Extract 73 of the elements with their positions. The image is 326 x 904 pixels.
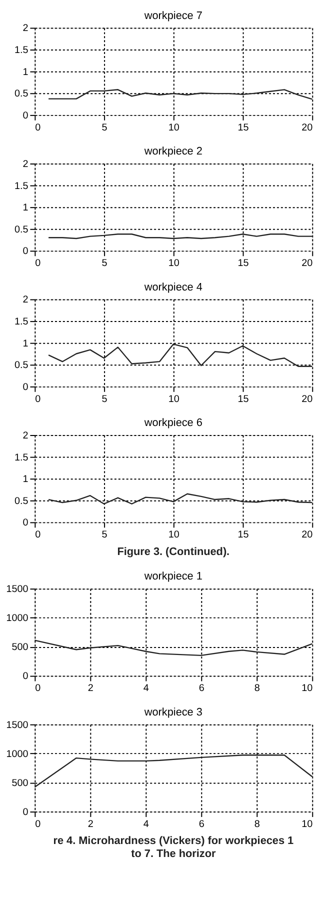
x-tick-label: 20 (302, 258, 314, 270)
chart-title: workpiece 6 (143, 417, 202, 430)
line-series (48, 344, 313, 367)
x-tick-label: 20 (302, 394, 314, 405)
chart-title: workpiece 7 (143, 10, 202, 22)
y-tick-label: 0 (22, 110, 29, 122)
x-tick-label: 0 (35, 530, 42, 541)
y-tick-label: 0 (22, 518, 29, 529)
x-tick-label: 15 (238, 394, 250, 405)
x-tick-label: 6 (198, 683, 205, 694)
x-tick-label: 6 (198, 818, 205, 830)
x-tick-label: 10 (168, 394, 180, 405)
line-series (48, 493, 313, 504)
x-tick-label: 5 (102, 394, 108, 405)
x-tick-label: 20 (302, 122, 314, 134)
y-tick-label: 0.5 (14, 496, 29, 507)
y-tick-label: 0.5 (14, 224, 29, 236)
x-tick-label: 2 (88, 683, 94, 694)
chart-title: workpiece 3 (143, 706, 202, 718)
line-series (34, 640, 313, 656)
x-tick-label: 10 (168, 258, 180, 270)
x-tick-label: 20 (302, 530, 314, 541)
x-tick-label: 5 (102, 530, 108, 541)
y-tick-label: 2 (22, 430, 28, 442)
x-tick-label: 8 (254, 818, 260, 830)
x-tick-label: 0 (35, 683, 42, 694)
y-tick-label: 1500 (6, 584, 29, 596)
x-tick-label: 15 (238, 258, 250, 270)
x-tick-label: 15 (238, 530, 250, 541)
y-tick-label: 2 (22, 158, 28, 170)
chart-title: workpiece 2 (143, 146, 202, 158)
x-tick-label: 2 (88, 818, 94, 830)
line-series (34, 754, 313, 788)
y-tick-label: 1 (22, 66, 29, 78)
x-tick-label: 5 (102, 122, 108, 134)
y-tick-label: 1000 (6, 748, 29, 760)
y-tick-label: 0 (22, 246, 29, 258)
chart-title: workpiece 1 (143, 570, 202, 583)
x-tick-label: 10 (168, 530, 180, 541)
x-tick-label: 4 (143, 818, 150, 830)
y-tick-label: 1.5 (14, 452, 29, 464)
y-tick-label: 2 (22, 294, 28, 306)
x-tick-label: 0 (35, 818, 42, 830)
y-tick-label: 0 (22, 671, 29, 682)
y-tick-label: 1.5 (14, 45, 29, 56)
x-tick-label: 10 (168, 122, 180, 134)
line-series (48, 89, 313, 100)
y-tick-label: 0 (22, 807, 29, 818)
x-tick-label: 10 (302, 683, 314, 694)
text: re 4. Microhardness (Vickers) for workpieces 1 to 7. The horizor (53, 835, 294, 860)
x-tick-label: 0 (35, 394, 42, 405)
chart-title: workpiece 4 (143, 281, 202, 294)
y-tick-label: 1.5 (14, 180, 29, 192)
x-tick-label: 0 (35, 258, 42, 270)
caption: Figure 3. (Continued). (117, 546, 230, 558)
y-tick-label: 1 (22, 202, 29, 214)
y-tick-label: 1 (22, 338, 29, 350)
y-tick-label: 1.5 (14, 316, 29, 328)
x-tick-label: 5 (102, 258, 108, 270)
y-tick-label: 0.5 (14, 88, 29, 100)
y-tick-label: 1 (22, 474, 29, 486)
x-tick-label: 15 (238, 122, 250, 134)
y-tick-label: 0.5 (14, 360, 29, 372)
x-tick-label: 0 (35, 122, 42, 134)
y-tick-label: 2 (22, 23, 28, 34)
y-tick-label: 1000 (6, 613, 29, 624)
y-tick-label: 0 (22, 382, 29, 393)
x-tick-label: 4 (143, 683, 150, 694)
y-tick-label: 500 (12, 642, 29, 654)
y-tick-label: 1500 (6, 720, 29, 731)
x-tick-label: 10 (302, 818, 314, 830)
y-tick-label: 500 (12, 778, 29, 789)
x-tick-label: 8 (254, 683, 260, 694)
